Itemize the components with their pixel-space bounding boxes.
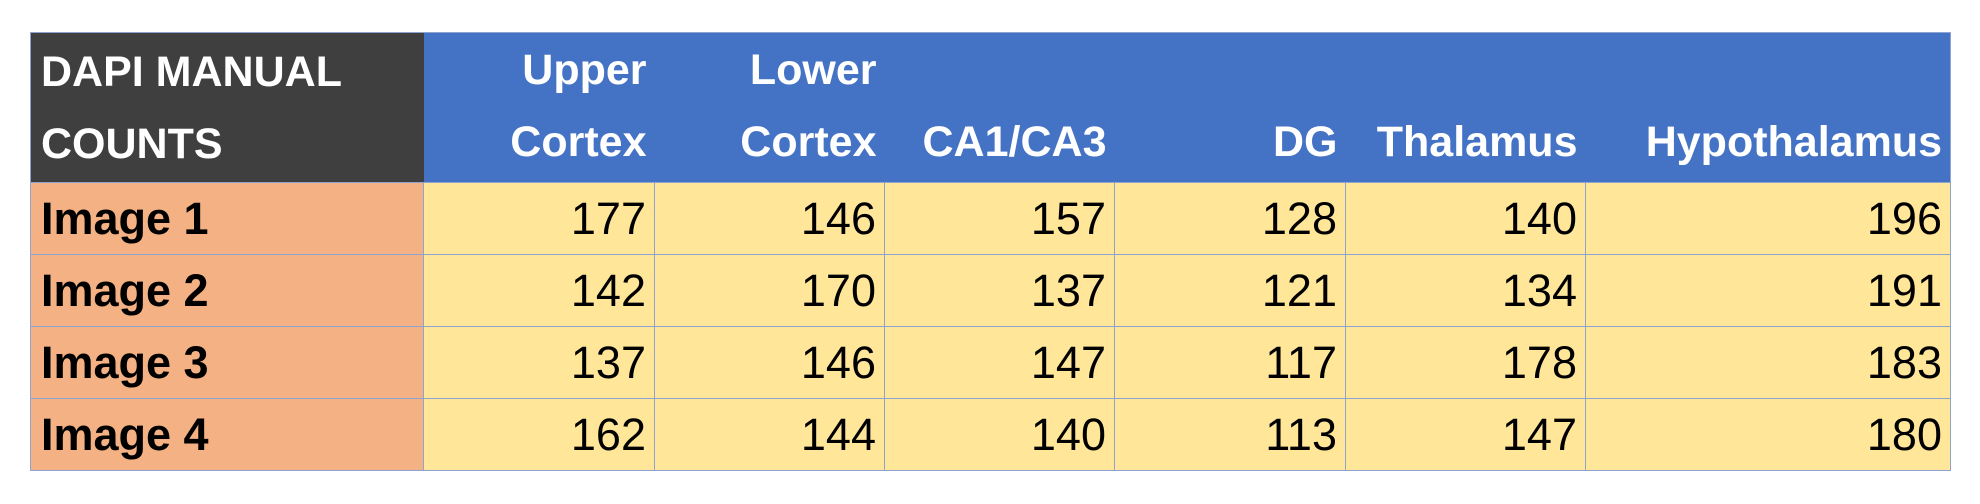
table-cell: 170 bbox=[654, 254, 885, 327]
row-label: Image 3 bbox=[30, 326, 424, 399]
table-cell: 178 bbox=[1345, 326, 1586, 399]
column-header-upper-cortex: Upper Cortex bbox=[423, 32, 655, 183]
table-row: Image 4 162 144 140 113 147 180 bbox=[30, 398, 1951, 471]
table-cell: 157 bbox=[884, 182, 1115, 255]
table-cell: 177 bbox=[423, 182, 655, 255]
table-cell: 137 bbox=[884, 254, 1115, 327]
table-cell: 113 bbox=[1114, 398, 1346, 471]
table-cell: 147 bbox=[1345, 398, 1586, 471]
table-cell: 147 bbox=[884, 326, 1115, 399]
table-cell: 146 bbox=[654, 182, 885, 255]
table-cell: 146 bbox=[654, 326, 885, 399]
table-cell: 140 bbox=[1345, 182, 1586, 255]
table-cell: 134 bbox=[1345, 254, 1586, 327]
row-label: Image 2 bbox=[30, 254, 424, 327]
table-row: Image 3 137 146 147 117 178 183 bbox=[30, 326, 1951, 399]
table-cell: 142 bbox=[423, 254, 655, 327]
column-header-hypothalamus: Hypothalamus bbox=[1585, 32, 1951, 183]
table-row: Image 1 177 146 157 128 140 196 bbox=[30, 182, 1951, 255]
dapi-counts-table: DAPI MANUAL COUNTS Upper Cortex Lower Co… bbox=[30, 32, 1951, 471]
column-header-ca1-ca3: CA1/CA3 bbox=[884, 32, 1115, 183]
table-cell: 140 bbox=[884, 398, 1115, 471]
column-header-dg: DG bbox=[1114, 32, 1346, 183]
row-label: Image 4 bbox=[30, 398, 424, 471]
table-cell: 128 bbox=[1114, 182, 1346, 255]
column-header-thalamus: Thalamus bbox=[1345, 32, 1586, 183]
table-row: Image 2 142 170 137 121 134 191 bbox=[30, 254, 1951, 327]
table-cell: 162 bbox=[423, 398, 655, 471]
corner-header: DAPI MANUAL COUNTS bbox=[30, 32, 424, 183]
dapi-counts-table-container: DAPI MANUAL COUNTS Upper Cortex Lower Co… bbox=[30, 32, 1951, 471]
table-cell: 137 bbox=[423, 326, 655, 399]
header-row: DAPI MANUAL COUNTS Upper Cortex Lower Co… bbox=[30, 32, 1951, 183]
table-cell: 121 bbox=[1114, 254, 1346, 327]
table-cell: 180 bbox=[1585, 398, 1951, 471]
column-header-lower-cortex: Lower Cortex bbox=[654, 32, 885, 183]
table-cell: 183 bbox=[1585, 326, 1951, 399]
table-cell: 191 bbox=[1585, 254, 1951, 327]
corner-label-line2: COUNTS bbox=[41, 119, 223, 168]
corner-label-line1: DAPI MANUAL bbox=[41, 47, 342, 96]
row-label: Image 1 bbox=[30, 182, 424, 255]
table-cell: 196 bbox=[1585, 182, 1951, 255]
table-cell: 144 bbox=[654, 398, 885, 471]
table-cell: 117 bbox=[1114, 326, 1346, 399]
